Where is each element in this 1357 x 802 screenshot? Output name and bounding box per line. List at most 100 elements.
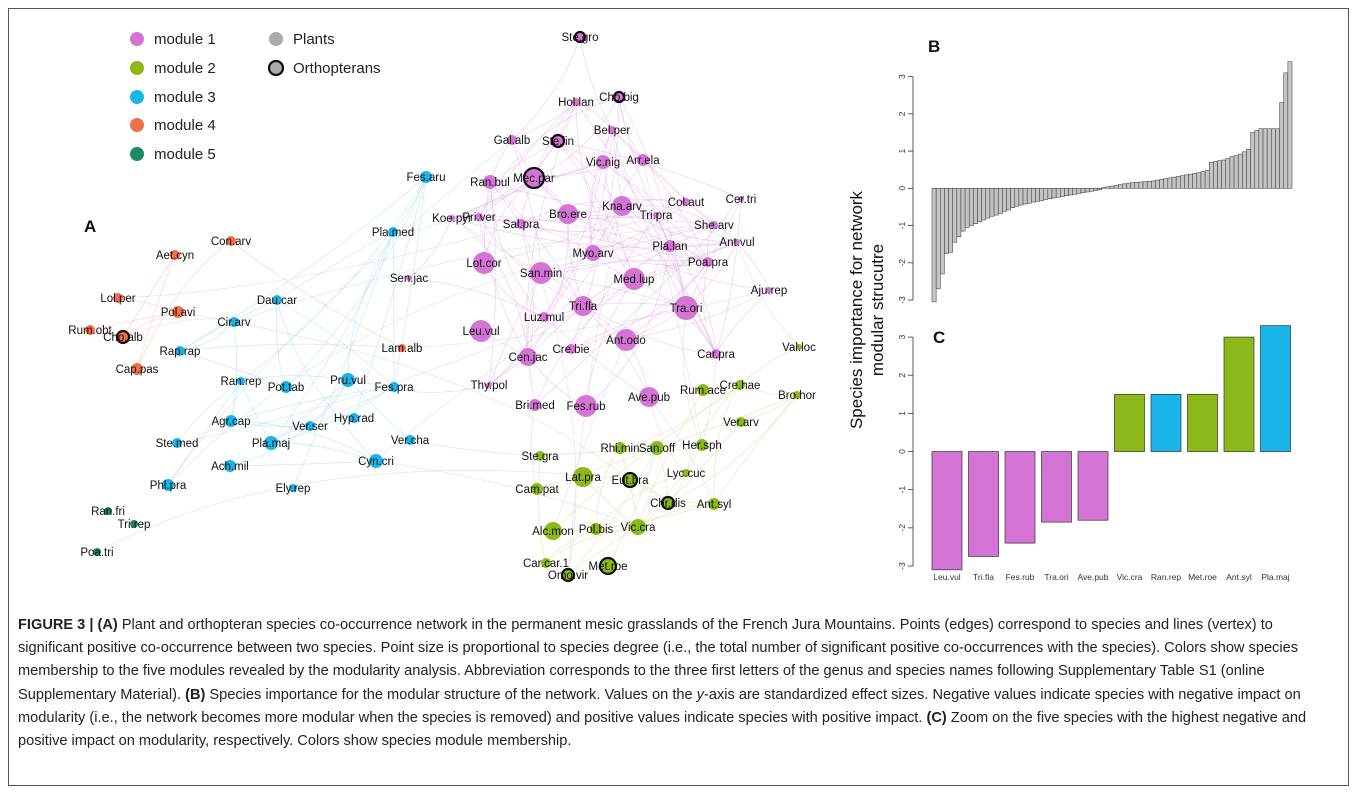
chart-c-y-tick-label: -3: [897, 562, 907, 570]
chart-c-category-label: Fes.rub: [1006, 572, 1035, 582]
network-node: Poa.tri: [80, 547, 113, 559]
network-node: Med.lup: [614, 268, 654, 290]
network-node: Poa.pra: [688, 257, 729, 269]
chart-b-bar: [935, 188, 941, 290]
network-edge: [595, 472, 687, 530]
network-node: Cho.big: [599, 90, 639, 104]
network-node-label: Car.pra: [697, 349, 735, 361]
network-node-dot: [388, 227, 398, 237]
network-node-dot: [639, 387, 659, 407]
legend: module 1 module 2 module 3 module 4 modu…: [130, 31, 381, 163]
chart-b-bar: [1084, 188, 1090, 193]
network-edge: [543, 161, 604, 318]
network-edge: [557, 140, 635, 280]
network-edge: [292, 231, 394, 489]
network-node-dot: [734, 239, 740, 245]
chart-c-bar: [1187, 393, 1218, 452]
chart-b-bar: [1105, 186, 1111, 189]
network-node-label: Poa.tri: [80, 547, 113, 559]
network-edge: [567, 213, 709, 263]
caption-a-label: (A): [97, 617, 118, 633]
network-node-dot: [590, 523, 602, 535]
chart-c-y-tick-label: 3: [897, 334, 907, 339]
network-node-dot: [115, 329, 131, 345]
network-node: Koe.pyr: [432, 213, 472, 225]
network-node: Lat.pra: [565, 467, 602, 487]
chart-b-bar: [960, 188, 966, 232]
legend-label-plants: Plants: [293, 31, 335, 48]
network-node: Aet.cyn: [156, 250, 194, 262]
network-edge: [489, 159, 644, 183]
network-edge: [685, 198, 742, 309]
network-node-label: San.min: [520, 268, 562, 280]
network-edge: [401, 289, 770, 349]
network-edge: [270, 231, 394, 444]
network-edge: [167, 224, 715, 486]
network-node-label: Ran.bul: [470, 177, 510, 189]
network-node-label: Ant.odo: [606, 335, 646, 347]
network-node: Pla.lan: [652, 240, 688, 253]
y-axis-title-line-1: Species importance for network: [847, 190, 866, 429]
network-node-dot: [529, 399, 541, 411]
network-node-dot: [573, 30, 587, 44]
chart-c-category-label: Ant.syl: [1226, 572, 1252, 582]
caption-b-text: Species importance for the modular struc…: [205, 686, 697, 703]
network-node: Ran.rep: [221, 376, 262, 388]
network-edge: [176, 380, 242, 444]
network-edge: [230, 386, 395, 422]
network-edge: [701, 353, 717, 446]
network-node-label: Bri.med: [515, 400, 555, 412]
network-edge: [233, 224, 715, 323]
network-edge: [488, 181, 497, 386]
network-edge: [393, 176, 427, 388]
network-node-dot: [530, 262, 552, 284]
network-node-dot: [162, 479, 174, 491]
chart-c-bar: [1114, 393, 1145, 452]
network-edge: [592, 201, 687, 254]
network-node-dot: [522, 166, 546, 190]
network-node-dot: [682, 198, 690, 206]
network-node: Hyp.rad: [334, 413, 374, 425]
network-node-dot: [104, 507, 112, 515]
network-node-label: Pru.vul: [330, 375, 366, 387]
legend-label-module-3: module 3: [154, 89, 216, 106]
network-node: Dau.car: [257, 295, 297, 307]
network-edge: [611, 129, 709, 263]
chart-b-bar: [1151, 180, 1156, 189]
panel-label-a: A: [84, 217, 96, 236]
network-node-dot: [470, 320, 492, 342]
network-edge: [585, 278, 635, 407]
chart-b-bar: [985, 188, 991, 219]
network-edges: [89, 36, 800, 576]
network-node-dot: [175, 346, 185, 356]
network-node-dot: [575, 395, 597, 417]
caption-c-label: (C): [926, 709, 947, 726]
chart-c-y-tick-label: -2: [897, 524, 907, 532]
network-node-label: Sen.jac: [390, 273, 429, 285]
network-node: Tra.ori: [670, 296, 702, 320]
network-node-label: Lyc.cuc: [667, 468, 706, 480]
network-node-label: Pla.lan: [652, 241, 687, 253]
network-edge: [122, 318, 235, 338]
network-node-label: Tri.pra: [640, 210, 673, 222]
network-edge: [536, 394, 798, 490]
network-node-label: Ely.rep: [276, 483, 311, 495]
network-edge: [567, 447, 658, 576]
network-node-dot: [406, 275, 412, 281]
network-node: Thy.pol: [471, 380, 508, 392]
chart-b-bar: [1217, 160, 1222, 189]
network-edge: [713, 394, 798, 505]
network-node-dot: [264, 436, 278, 450]
chart-b-bar: [1113, 185, 1119, 189]
network-node-dot: [793, 391, 801, 399]
network-node: Ste.gra: [521, 451, 559, 463]
network-edge: [488, 205, 623, 386]
network-edge: [136, 240, 232, 370]
network-node-dot: [612, 196, 632, 216]
network-edge: [557, 140, 742, 200]
network-node-dot: [612, 90, 626, 104]
legend-dot-module-4: [130, 118, 144, 132]
network-edge: [540, 272, 687, 309]
network-node-dot: [226, 236, 236, 246]
network-edge: [229, 379, 349, 467]
